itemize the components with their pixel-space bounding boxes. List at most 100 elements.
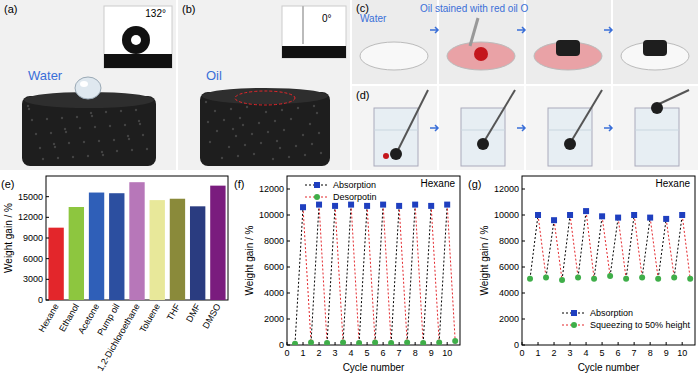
- frame: [522, 176, 695, 345]
- tick: [666, 342, 667, 345]
- marker: [452, 338, 458, 344]
- pore: [102, 154, 104, 156]
- marker: [535, 212, 541, 218]
- pore: [290, 118, 292, 120]
- pore: [128, 138, 130, 140]
- tick: [522, 215, 525, 216]
- tick: [367, 342, 368, 345]
- marker: [314, 194, 320, 200]
- category-label: THF: [165, 302, 183, 323]
- dish: [360, 42, 428, 70]
- marker: [559, 277, 565, 283]
- pore: [90, 112, 92, 114]
- tick: [682, 342, 683, 345]
- marker: [679, 212, 685, 218]
- pore: [28, 108, 30, 110]
- pore: [54, 146, 56, 148]
- line-segment: [431, 206, 439, 343]
- tick: [46, 258, 49, 259]
- legend-label: Desorpotin: [333, 192, 377, 202]
- tick: [602, 342, 603, 345]
- marker: [412, 202, 418, 208]
- pore: [223, 119, 225, 121]
- line-segment: [351, 205, 359, 343]
- pore: [283, 129, 285, 131]
- marker: [444, 202, 450, 208]
- marker: [655, 276, 661, 282]
- droplet: [75, 77, 101, 99]
- liquid-label: Water: [28, 68, 63, 83]
- pore: [265, 111, 267, 113]
- sponge-top: [202, 88, 328, 104]
- pore: [311, 143, 313, 145]
- tick: [287, 189, 290, 190]
- pore: [138, 120, 140, 122]
- line-segment: [447, 205, 455, 342]
- marker: [380, 202, 386, 208]
- marker: [671, 274, 677, 280]
- pore: [68, 142, 70, 144]
- pore: [139, 123, 141, 125]
- tick: [586, 342, 587, 345]
- tick-label: 3: [333, 348, 338, 358]
- pore: [35, 133, 37, 135]
- tick-label: 0: [279, 340, 284, 350]
- sponge: [643, 40, 667, 56]
- pore: [304, 154, 306, 156]
- axis-title: Weight gain / %: [479, 225, 490, 295]
- tick: [522, 319, 525, 320]
- marker: [316, 202, 322, 208]
- marker: [372, 339, 378, 345]
- arrow: [604, 27, 612, 33]
- tick: [46, 217, 49, 218]
- tick: [522, 189, 525, 190]
- line-segment: [658, 219, 666, 279]
- pore: [50, 132, 52, 134]
- pore: [142, 134, 144, 136]
- tick: [447, 342, 448, 345]
- tick-label: 0: [284, 348, 289, 358]
- photo-d-frame: [613, 86, 698, 170]
- sponge: [564, 138, 576, 150]
- tick-label: 1: [536, 348, 541, 358]
- tick-label: 3000: [23, 274, 43, 284]
- line-segment: [562, 215, 570, 280]
- marker: [396, 203, 402, 209]
- pore: [281, 109, 283, 111]
- pore: [39, 147, 41, 149]
- drop-profile: [122, 26, 150, 54]
- figure: 132°Water(a)0°Oil(b)WaterOil stained wit…: [0, 0, 700, 386]
- pipette: [470, 18, 478, 46]
- line-segment: [383, 205, 391, 343]
- pore: [101, 151, 103, 153]
- pore: [228, 146, 230, 148]
- tick: [287, 241, 290, 242]
- tick: [431, 342, 432, 345]
- pore: [318, 132, 320, 134]
- pore: [207, 121, 209, 123]
- pore: [309, 123, 311, 125]
- pore: [214, 110, 216, 112]
- marker: [567, 212, 573, 218]
- tick-label: 8: [648, 348, 653, 358]
- line-segment: [359, 206, 367, 343]
- line-segment: [594, 216, 602, 278]
- pore: [209, 141, 211, 143]
- tick: [335, 342, 336, 345]
- tick-label: 1: [301, 348, 306, 358]
- pore: [205, 101, 207, 103]
- marker: [647, 215, 653, 221]
- tick-label: 6000: [264, 262, 284, 272]
- sponge: [477, 138, 489, 150]
- marker: [332, 203, 338, 209]
- annotation: Hexane: [656, 178, 691, 189]
- tick: [618, 342, 619, 345]
- pore: [91, 115, 93, 117]
- line-segment: [538, 215, 546, 277]
- tick: [522, 241, 525, 242]
- category-label: 1,2-Dichloroethane: [95, 302, 142, 373]
- tweezers: [398, 90, 428, 150]
- pore: [239, 117, 241, 119]
- pore: [65, 131, 67, 133]
- arrow: [604, 125, 612, 131]
